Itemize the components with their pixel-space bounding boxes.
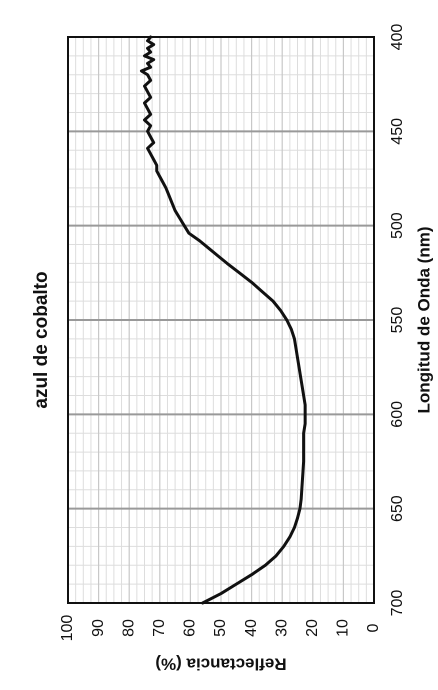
y-tick-label: 10 <box>335 619 352 637</box>
chart-title: azul de cobalto <box>31 271 52 408</box>
x-tick-label: 500 <box>389 212 406 239</box>
y-tick-label: 50 <box>212 619 229 637</box>
y-tick-label: 0 <box>365 623 382 632</box>
x-tick-label: 700 <box>389 590 406 617</box>
y-tick-label: 30 <box>273 619 290 637</box>
y-tick-label: 20 <box>304 619 321 637</box>
x-tick-label: 450 <box>389 118 406 145</box>
plot-frame <box>67 36 375 604</box>
x-tick-label: 550 <box>389 307 406 334</box>
x-tick-label: 650 <box>389 495 406 522</box>
y-tick-label: 90 <box>90 619 107 637</box>
y-tick-label: 70 <box>151 619 168 637</box>
y-tick-label: 100 <box>59 615 76 642</box>
series-line <box>139 35 307 605</box>
y-axis-label: Reflectancia (%) <box>155 655 286 674</box>
grid-layer <box>68 37 374 603</box>
y-tick-label: 40 <box>243 619 260 637</box>
y-tick-label: 80 <box>120 619 137 637</box>
x-tick-label: 600 <box>389 401 406 428</box>
y-tick-label: 60 <box>182 619 199 637</box>
tick-layer: 400 450 500 550 600 650 700 0 10 20 30 40 50 60 70 80 90… <box>59 24 406 642</box>
x-tick-label: 400 <box>389 24 406 51</box>
x-axis-label: Longitud de Onda (nm) <box>414 227 433 414</box>
